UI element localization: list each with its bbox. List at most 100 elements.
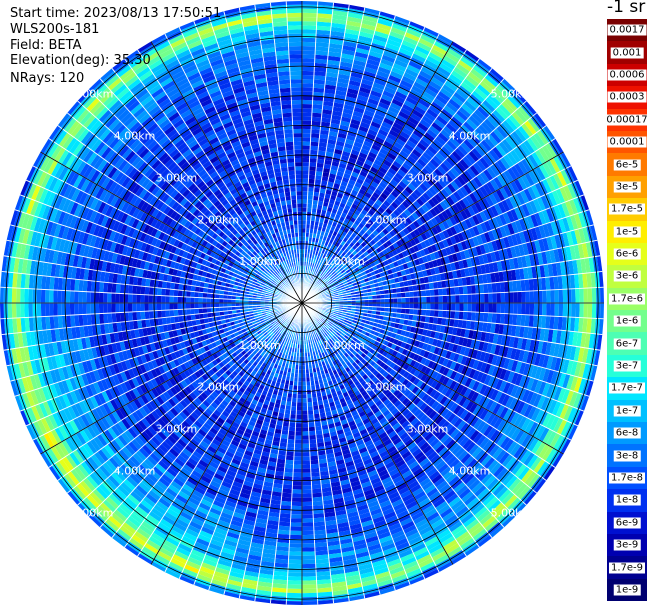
beta-cell	[350, 261, 356, 267]
beta-cell	[302, 472, 312, 478]
beta-cell	[411, 148, 422, 158]
beta-cell	[419, 194, 428, 204]
beta-cell	[324, 264, 329, 270]
beta-cell	[289, 414, 297, 419]
beta-cell	[444, 208, 453, 218]
beta-cell	[468, 237, 476, 248]
beta-cell	[309, 451, 318, 457]
beta-cell	[343, 253, 349, 259]
beta-cell	[440, 188, 450, 199]
beta-cell	[357, 129, 368, 137]
beta-cell	[495, 282, 501, 293]
beta-cell	[405, 291, 410, 298]
beta-cell	[405, 308, 410, 315]
beta-cell	[542, 178, 552, 194]
beta-cell	[342, 146, 352, 154]
beta-cell	[600, 287, 604, 303]
beta-cell	[310, 133, 320, 139]
beta-cell	[312, 267, 316, 272]
beta-cell	[463, 170, 473, 182]
beta-cell	[517, 106, 531, 121]
beta-cell	[305, 232, 310, 237]
beta-cell	[356, 94, 369, 102]
beta-cell	[288, 559, 302, 565]
beta-cell	[557, 203, 567, 219]
beta-cell	[531, 151, 543, 167]
beta-cell	[370, 180, 379, 189]
beta-cell	[566, 215, 575, 232]
beta-cell	[360, 23, 376, 31]
beta-cell	[430, 217, 439, 227]
beta-cell	[430, 296, 435, 303]
beta-cell	[340, 53, 355, 60]
beta-cell	[291, 501, 302, 507]
beta-cell	[419, 249, 426, 257]
beta-cell	[570, 274, 576, 289]
beta-cell	[337, 132, 348, 139]
beta-cell	[571, 303, 576, 318]
beta-cell	[496, 303, 501, 314]
beta-cell	[411, 164, 422, 174]
beta-cell	[321, 176, 329, 182]
beta-cell	[334, 144, 344, 151]
beta-cell	[302, 116, 312, 121]
beta-cell	[331, 22, 347, 29]
beta-cell	[288, 563, 302, 569]
beta-cell	[502, 248, 509, 260]
beta-cell	[372, 295, 377, 300]
beta-cell	[380, 94, 393, 103]
beta-cell	[488, 149, 500, 162]
beta-cell	[427, 237, 435, 246]
beta-cell	[311, 484, 322, 490]
beta-cell	[488, 293, 493, 303]
beta-cell	[554, 234, 562, 249]
beta-cell	[460, 268, 466, 278]
beta-cell	[438, 231, 446, 241]
beta-cell	[346, 250, 352, 257]
beta-cell	[491, 217, 500, 229]
beta-cell	[287, 434, 296, 440]
beta-cell	[546, 303, 551, 316]
beta-cell	[296, 398, 302, 403]
beta-cell	[412, 129, 424, 139]
beta-cell	[506, 151, 518, 166]
beta-cell	[302, 95, 313, 101]
beta-cell	[434, 193, 443, 204]
beta-cell	[347, 130, 358, 138]
beta-cell	[320, 271, 324, 277]
beta-cell	[474, 87, 488, 100]
beta-cell	[358, 35, 373, 43]
beta-cell	[437, 33, 453, 45]
beta-cell	[375, 26, 391, 35]
beta-cell	[356, 43, 371, 51]
beta-cell	[441, 280, 447, 289]
beta-cell	[324, 289, 329, 293]
beta-cell	[332, 10, 348, 17]
beta-cell	[345, 261, 351, 267]
beta-cell	[523, 139, 535, 154]
beta-cell	[485, 96, 499, 110]
beta-cell	[302, 501, 313, 507]
beta-cell	[312, 96, 324, 101]
beta-cell	[398, 222, 406, 230]
beta-cell	[350, 276, 355, 282]
beta-cell	[424, 164, 434, 174]
beta-cell	[440, 129, 452, 140]
beta-cell	[466, 135, 478, 148]
beta-cell	[409, 238, 417, 247]
beta-cell	[538, 147, 550, 163]
beta-cell	[504, 292, 510, 303]
beta-cell	[347, 300, 352, 303]
beta-cell	[362, 113, 374, 122]
beta-cell	[526, 241, 534, 255]
beta-cell	[302, 54, 315, 59]
beta-cell	[390, 190, 400, 199]
ray-separator	[301, 7, 366, 304]
beta-cell	[458, 199, 468, 210]
beta-cell	[289, 543, 302, 548]
beta-cell	[302, 464, 311, 469]
beta-cell	[495, 313, 501, 324]
beta-cell	[354, 247, 361, 254]
ray-separator	[301, 138, 556, 304]
beta-cell	[451, 150, 463, 162]
